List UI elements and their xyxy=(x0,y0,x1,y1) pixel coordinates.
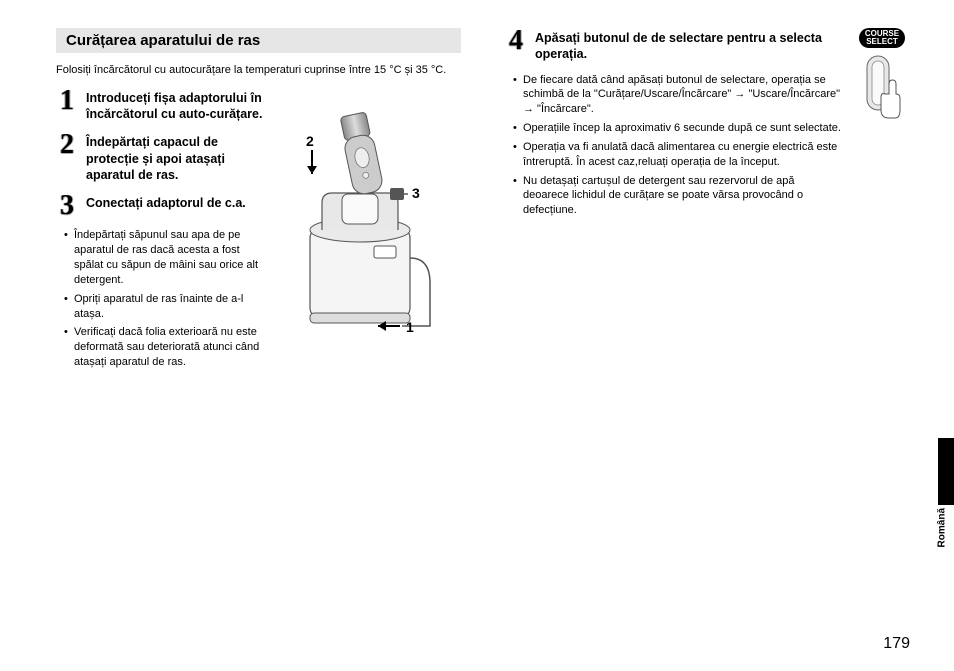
section-title: Curățarea aparatului de ras xyxy=(66,32,453,49)
step-text: Apăsați butonul de de selectare pentru a… xyxy=(535,28,842,63)
step-text: Introduceți fișa adaptorului în încărcăt… xyxy=(86,88,266,123)
diagram-label-1: 1 xyxy=(406,319,414,335)
diagram-label-3: 3 xyxy=(412,185,420,201)
right-content: 4 Apăsați butonul de de selectare pentru… xyxy=(505,28,842,222)
page-number: 179 xyxy=(883,635,910,653)
step-number: 3 xyxy=(56,193,78,218)
left-column: Curățarea aparatului de ras Folosiți înc… xyxy=(56,28,461,374)
language-label: Română xyxy=(936,508,947,547)
right-bullets: De fiecare dată când apăsați butonul de … xyxy=(505,73,842,219)
step-number: 2 xyxy=(56,132,78,183)
bullet-item: Opriți aparatul de ras înainte de a-l at… xyxy=(64,292,266,322)
step-number: 1 xyxy=(56,88,78,123)
left-bullets: Îndepărtați săpunul sau apa de pe aparat… xyxy=(56,228,266,370)
step-text: Îndepărtați capacul de protecție și apoi… xyxy=(86,132,266,183)
two-column-layout: Curățarea aparatului de ras Folosiți înc… xyxy=(56,28,910,374)
step-text: Conectați adaptorul de c.a. xyxy=(86,193,246,218)
step-2: 2 Îndepărtați capacul de protecție și ap… xyxy=(56,132,266,183)
left-text-block: 1 Introduceți fișa adaptorului în încărc… xyxy=(56,88,266,374)
bullet-item: Nu detașați cartușul de detergent sau re… xyxy=(513,174,842,219)
right-top-row: 4 Apăsați butonul de de selectare pentru… xyxy=(505,28,910,222)
diagram-label-2: 2 xyxy=(306,133,314,149)
right-column: 4 Apăsați butonul de de selectare pentru… xyxy=(505,28,910,374)
step-4: 4 Apăsați butonul de de selectare pentru… xyxy=(505,28,842,63)
section-title-bar: Curățarea aparatului de ras xyxy=(56,28,461,53)
select-button-svg xyxy=(863,54,901,122)
manual-page: Curățarea aparatului de ras Folosiți înc… xyxy=(0,0,954,671)
left-body: 1 Introduceți fișa adaptorului în încărc… xyxy=(56,88,461,374)
bullet-item: Operațiile încep la aproximativ 6 secund… xyxy=(513,121,842,136)
step-1: 1 Introduceți fișa adaptorului în încărc… xyxy=(56,88,266,123)
badge-line2: SELECT xyxy=(865,38,899,46)
step-3: 3 Conectați adaptorul de c.a. xyxy=(56,193,266,218)
course-select-badge: COURSE SELECT xyxy=(859,28,905,48)
bullet-item: Operația va fi anulată dacă alimentarea … xyxy=(513,140,842,170)
bullet-item: Verificați dacă folia exterioară nu este… xyxy=(64,325,266,370)
bullet-item: De fiecare dată când apăsați butonul de … xyxy=(513,73,842,118)
charger-svg: 1 2 3 xyxy=(282,108,452,338)
language-tab xyxy=(938,438,954,505)
bullet-item: Îndepărtați săpunul sau apa de pe aparat… xyxy=(64,228,266,287)
step-number: 4 xyxy=(505,28,527,63)
charger-illustration: 1 2 3 xyxy=(282,88,452,374)
intro-text: Folosiți încărcătorul cu autocurățare la… xyxy=(56,63,461,78)
select-button-illustration: COURSE SELECT xyxy=(854,28,910,222)
